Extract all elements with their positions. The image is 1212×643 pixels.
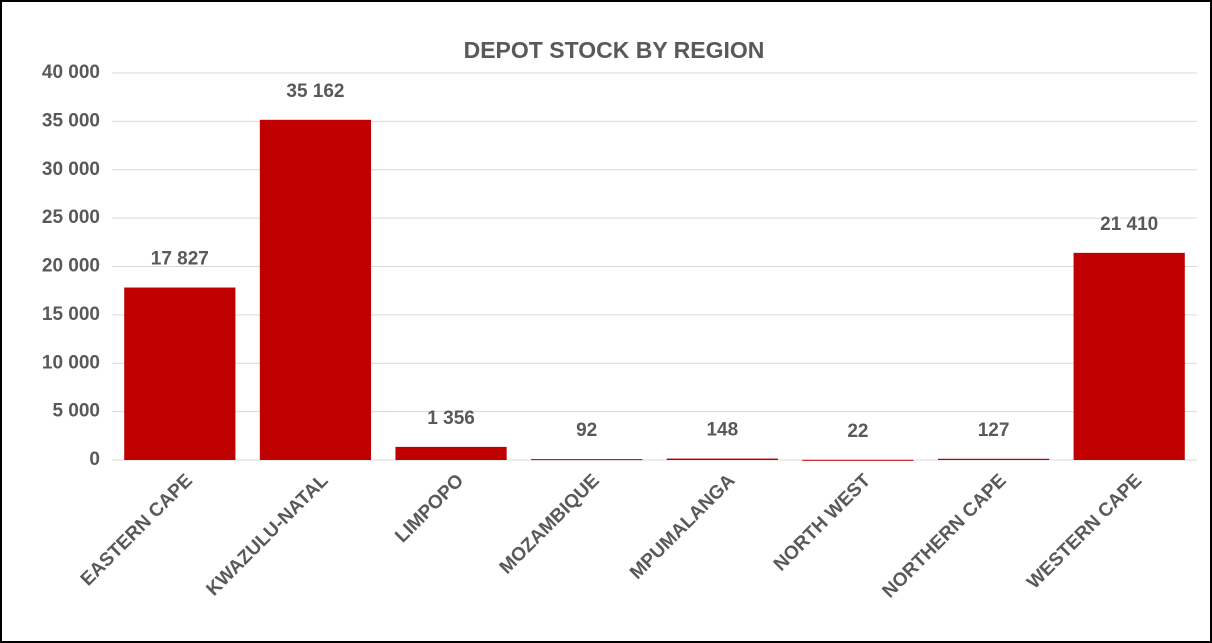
data-label: 127 xyxy=(978,420,1010,441)
bar xyxy=(666,458,778,460)
y-tick-label: 5 000 xyxy=(52,401,100,422)
data-label: 1 356 xyxy=(427,408,475,429)
y-tick-label: 35 000 xyxy=(42,110,100,131)
bar xyxy=(802,459,914,461)
data-label: 21 410 xyxy=(1100,214,1158,235)
y-tick-label: 20 000 xyxy=(42,256,100,277)
data-label: 92 xyxy=(576,420,597,441)
y-tick-label: 40 000 xyxy=(42,62,100,83)
bar xyxy=(395,446,507,460)
bar xyxy=(124,287,236,460)
y-tick-label: 25 000 xyxy=(42,207,100,228)
bar xyxy=(937,458,1050,460)
data-label: 148 xyxy=(706,420,738,441)
data-label: 17 827 xyxy=(151,249,209,270)
y-tick-label: 30 000 xyxy=(42,159,100,180)
y-tick-label: 10 000 xyxy=(42,352,100,373)
y-tick-label: 15 000 xyxy=(42,304,100,325)
data-label: 35 162 xyxy=(286,81,344,102)
data-label: 22 xyxy=(847,421,868,442)
bar xyxy=(259,119,372,460)
chart-title: DEPOT STOCK BY REGION xyxy=(464,37,765,63)
bar xyxy=(1073,252,1185,460)
y-tick-label: 0 xyxy=(89,449,100,470)
bar xyxy=(531,459,643,461)
